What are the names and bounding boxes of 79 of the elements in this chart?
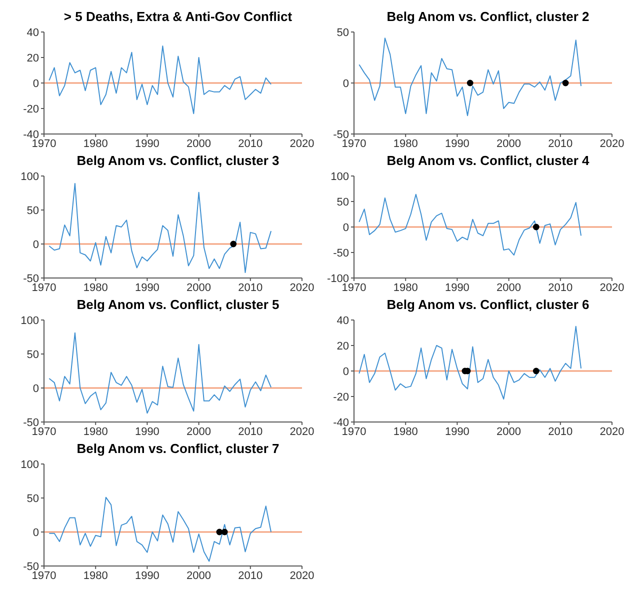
line-series xyxy=(48,46,272,114)
y-tick-label: 50 xyxy=(336,196,349,208)
chart-title: Belg Anom vs. Conflict, cluster 4 xyxy=(386,152,590,170)
x-tick-label: 2020 xyxy=(600,138,624,150)
y-tick-label: 0 xyxy=(32,382,39,395)
x-tick-label: 2000 xyxy=(496,282,522,294)
chart-title: Belg Anom vs. Conflict, cluster 5 xyxy=(76,296,280,314)
y-tick-label: 50 xyxy=(26,204,39,217)
line-series xyxy=(48,496,272,562)
x-tick-label: 2000 xyxy=(186,570,212,582)
y-tick-label: 0 xyxy=(32,238,39,251)
x-tick-label: 2010 xyxy=(238,570,263,582)
y-tick-label: 40 xyxy=(26,26,39,39)
x-tick-label: 1990 xyxy=(134,282,160,294)
x-tick-label: 2000 xyxy=(186,138,212,150)
line-series xyxy=(358,194,582,256)
x-tick-label: 1970 xyxy=(32,570,56,582)
y-tick-label: -20 xyxy=(333,391,349,404)
x-tick-label: 2010 xyxy=(238,426,263,438)
x-tick-label: 2000 xyxy=(186,282,212,294)
line-series xyxy=(358,326,582,400)
y-tick-label: 0 xyxy=(342,78,349,90)
x-tick-label: 1970 xyxy=(342,282,366,294)
x-tick-label: 2010 xyxy=(548,138,573,150)
x-tick-label: 2000 xyxy=(186,426,212,438)
x-tick-label: 1990 xyxy=(134,138,160,150)
y-tick-label: 100 xyxy=(20,170,39,183)
chart-title: > 5 Deaths, Extra & Anti-Gov Conflict xyxy=(62,8,294,26)
x-tick-label: 2020 xyxy=(600,426,624,438)
y-tick-label: 40 xyxy=(336,314,349,327)
x-tick-label: 2020 xyxy=(290,426,314,438)
x-tick-label: 2010 xyxy=(238,282,263,294)
x-tick-label: 1990 xyxy=(444,138,470,150)
y-tick-label: 0 xyxy=(342,222,349,234)
x-tick-label: 1980 xyxy=(83,138,108,150)
x-tick-label: 1980 xyxy=(83,426,108,438)
y-tick-label: 50 xyxy=(26,492,39,505)
x-tick-label: 1990 xyxy=(134,570,160,582)
x-tick-label: 1980 xyxy=(393,138,418,150)
x-tick-label: 2020 xyxy=(290,570,314,582)
x-tick-label: 2000 xyxy=(496,426,522,438)
x-tick-label: 1980 xyxy=(83,570,108,582)
x-tick-label: 1970 xyxy=(32,282,56,294)
x-tick-label: 1970 xyxy=(32,426,56,438)
x-tick-label: 2010 xyxy=(548,426,573,438)
y-tick-label: -50 xyxy=(333,247,349,260)
x-tick-label: 1990 xyxy=(134,426,160,438)
x-tick-label: 1970 xyxy=(342,138,366,150)
x-tick-label: 2020 xyxy=(600,282,624,294)
y-tick-label: 20 xyxy=(26,52,39,64)
line-series xyxy=(48,332,272,414)
x-tick-label: 1990 xyxy=(444,426,470,438)
x-tick-label: 2020 xyxy=(290,282,314,294)
x-tick-label: 1990 xyxy=(444,282,470,294)
y-tick-label: 50 xyxy=(26,348,39,361)
chart-title: Belg Anom vs. Conflict, cluster 3 xyxy=(76,152,280,170)
y-tick-label: 0 xyxy=(342,366,349,378)
x-tick-label: 2010 xyxy=(238,138,263,150)
x-tick-label: 1980 xyxy=(393,426,418,438)
y-tick-label: -20 xyxy=(23,103,39,116)
chart-title: Belg Anom vs. Conflict, cluster 7 xyxy=(76,440,280,458)
y-tick-label: 100 xyxy=(330,170,349,183)
y-tick-label: 100 xyxy=(20,458,39,471)
x-tick-label: 1980 xyxy=(393,282,418,294)
x-tick-label: 1970 xyxy=(342,426,366,438)
x-tick-label: 1980 xyxy=(83,282,108,294)
chart-title: Belg Anom vs. Conflict, cluster 2 xyxy=(386,8,590,26)
y-tick-label: 0 xyxy=(32,78,39,90)
y-tick-label: 20 xyxy=(336,340,349,352)
x-tick-label: 2000 xyxy=(496,138,522,150)
x-tick-label: 2020 xyxy=(290,138,314,150)
y-tick-label: 50 xyxy=(336,26,349,39)
y-tick-label: 0 xyxy=(32,526,39,539)
line-series xyxy=(48,182,272,274)
line-series xyxy=(358,38,582,116)
y-tick-label: 100 xyxy=(20,314,39,327)
chart-title: Belg Anom vs. Conflict, cluster 6 xyxy=(386,296,590,314)
x-tick-label: 2010 xyxy=(548,282,573,294)
x-tick-label: 1970 xyxy=(32,138,56,150)
